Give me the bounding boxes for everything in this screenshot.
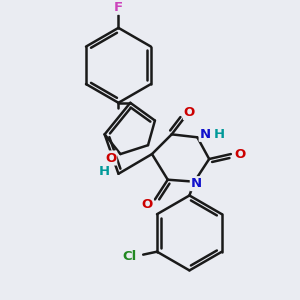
Text: F: F bbox=[114, 1, 123, 13]
Text: O: O bbox=[184, 106, 195, 119]
Text: Cl: Cl bbox=[122, 250, 136, 263]
Text: O: O bbox=[105, 152, 116, 164]
Text: N: N bbox=[191, 177, 202, 190]
Text: O: O bbox=[234, 148, 245, 160]
Text: O: O bbox=[141, 198, 153, 211]
Text: H: H bbox=[214, 128, 225, 141]
Text: H: H bbox=[99, 165, 110, 178]
Text: N: N bbox=[200, 128, 211, 141]
